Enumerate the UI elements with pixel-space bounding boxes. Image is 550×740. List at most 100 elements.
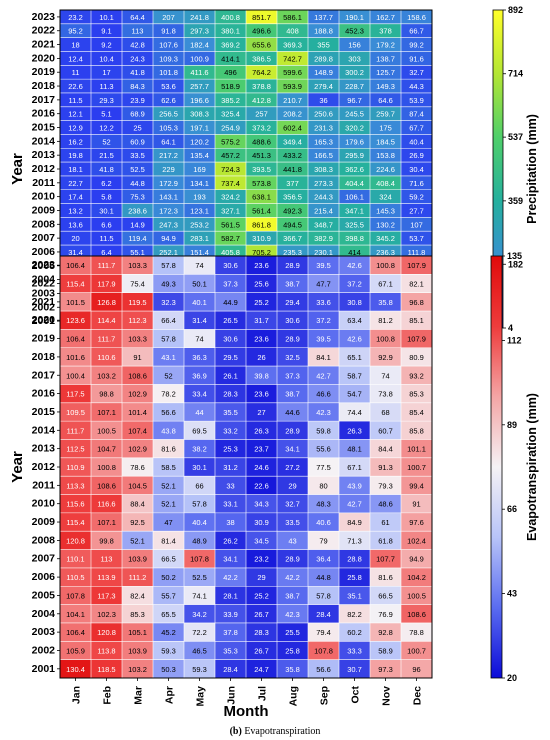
heatmap-cell xyxy=(184,604,216,624)
cell-value-label: 33.1 xyxy=(223,500,238,509)
heatmap-cell xyxy=(122,23,154,38)
cell-value-label: 102.9 xyxy=(128,445,147,454)
cell-value-label: 13.6 xyxy=(68,220,83,229)
heatmap-cell xyxy=(184,274,216,293)
cell-value-label: 11.5 xyxy=(99,234,113,243)
heatmap-cell xyxy=(60,120,92,135)
cell-value-label: 33.2 xyxy=(223,426,238,435)
heatmap-cell xyxy=(153,421,185,440)
x-tick-label: Aug xyxy=(288,686,300,706)
heatmap-cell xyxy=(246,402,278,422)
heatmap-cell xyxy=(308,567,340,587)
cell-value-label: 23.9 xyxy=(130,96,145,105)
heatmap-cell xyxy=(215,439,247,459)
cell-value-label: 441.8 xyxy=(283,165,302,174)
heatmap-cell xyxy=(370,256,402,275)
cell-value-label: 11.5 xyxy=(68,96,82,105)
cell-value-label: 95.2 xyxy=(68,27,83,36)
heatmap-cell xyxy=(60,189,92,204)
cell-value-label: 32.3 xyxy=(161,298,176,307)
cell-value-label: 85.3 xyxy=(409,390,424,399)
cell-value-label: 105.1 xyxy=(128,628,147,637)
heatmap-cell xyxy=(122,134,154,149)
cell-value-label: 28.1 xyxy=(223,591,238,600)
cell-value-label: 78.6 xyxy=(130,463,145,472)
cell-value-label: 47.7 xyxy=(316,280,331,289)
heatmap-cell xyxy=(370,311,402,330)
cell-value-label: 655.6 xyxy=(252,41,271,50)
heatmap-cell xyxy=(246,512,278,532)
heatmap-cell xyxy=(91,439,123,459)
cell-value-label: 44 xyxy=(195,408,203,417)
cell-value-label: 23.6 xyxy=(254,261,269,270)
heatmap-cell xyxy=(215,148,247,163)
cell-value-label: 12.9 xyxy=(68,124,83,133)
heatmap-cell xyxy=(370,659,402,679)
heatmap-cell xyxy=(153,311,185,330)
y-tick-label: 2017 xyxy=(32,369,56,381)
heatmap-cell xyxy=(370,79,402,94)
cell-value-label: 28.3 xyxy=(223,390,238,399)
cell-value-label: 48.6 xyxy=(378,500,393,509)
heatmap-cell xyxy=(370,384,402,404)
cell-value-label: 34.3 xyxy=(254,500,269,509)
cell-value-label: 61.8 xyxy=(378,536,393,545)
heatmap-cell xyxy=(277,439,309,459)
cell-value-label: 324.2 xyxy=(221,193,240,202)
cell-value-label: 6.2 xyxy=(101,179,111,188)
cell-value-label: 325.5 xyxy=(345,220,364,229)
heatmap-cell xyxy=(370,439,402,459)
cell-value-label: 30.4 xyxy=(409,165,424,174)
heatmap-cell xyxy=(153,37,185,52)
cell-value-label: 197.1 xyxy=(190,124,209,133)
heatmap-cell xyxy=(277,23,309,38)
heatmap-cell xyxy=(246,92,278,108)
cell-value-label: 102.9 xyxy=(128,390,147,399)
cell-value-label: 217.2 xyxy=(159,151,178,160)
cell-value-label: 111.2 xyxy=(129,573,147,582)
cell-value-label: 34.1 xyxy=(223,555,238,564)
heatmap-cell xyxy=(122,384,154,404)
heatmap-cell xyxy=(215,120,247,135)
cell-value-label: 26.3 xyxy=(254,426,269,435)
x-tick-label: Mar xyxy=(133,686,145,705)
y-tick-label: 2018 xyxy=(32,351,56,363)
cell-value-label: 737.4 xyxy=(221,179,240,188)
heatmap-cell xyxy=(277,531,309,550)
cell-value-label: 52.1 xyxy=(130,536,145,545)
heatmap-cell xyxy=(370,421,402,440)
cell-value-label: 60.7 xyxy=(378,426,393,435)
cell-value-label: 100.8 xyxy=(376,261,395,270)
cell-value-label: 40.4 xyxy=(192,518,207,527)
heatmap-cell xyxy=(215,531,247,550)
heatmap-cell xyxy=(184,567,216,587)
cell-value-label: 100.7 xyxy=(407,646,426,655)
cell-value-label: 26.7 xyxy=(254,610,269,619)
y-tick-label: 2002 xyxy=(32,301,56,313)
heatmap-cell xyxy=(339,274,371,293)
cell-value-label: 52.1 xyxy=(161,500,176,509)
cell-value-label: 861.8 xyxy=(252,220,271,229)
cell-value-label: 65.1 xyxy=(347,353,362,362)
heatmap-cell xyxy=(122,659,154,679)
cell-value-label: 52.5 xyxy=(130,165,145,174)
heatmap-cell xyxy=(215,476,247,495)
cell-value-label: 29.3 xyxy=(99,96,114,105)
cell-value-label: 59.3 xyxy=(192,665,207,674)
cell-value-label: 28.4 xyxy=(316,610,331,619)
cell-value-label: 100.8 xyxy=(376,335,395,344)
cell-value-label: 33.4 xyxy=(192,390,207,399)
cell-value-label: 230.1 xyxy=(314,248,333,257)
colorbar-label: Evapotranspiration (mm) xyxy=(525,393,539,541)
heatmap-cell xyxy=(308,292,340,312)
heatmap-cell xyxy=(339,134,371,149)
cell-value-label: 310.9 xyxy=(252,234,271,243)
heatmap-cell xyxy=(401,256,433,275)
y-tick-label: 2007 xyxy=(32,232,56,244)
heatmap-cell xyxy=(370,162,402,177)
cell-value-label: 52.1 xyxy=(161,481,176,490)
cell-value-label: 705.2 xyxy=(252,248,271,257)
heatmap-cell xyxy=(246,217,278,232)
y-tick-label: 2014 xyxy=(32,424,56,436)
heatmap-cell xyxy=(277,51,309,66)
